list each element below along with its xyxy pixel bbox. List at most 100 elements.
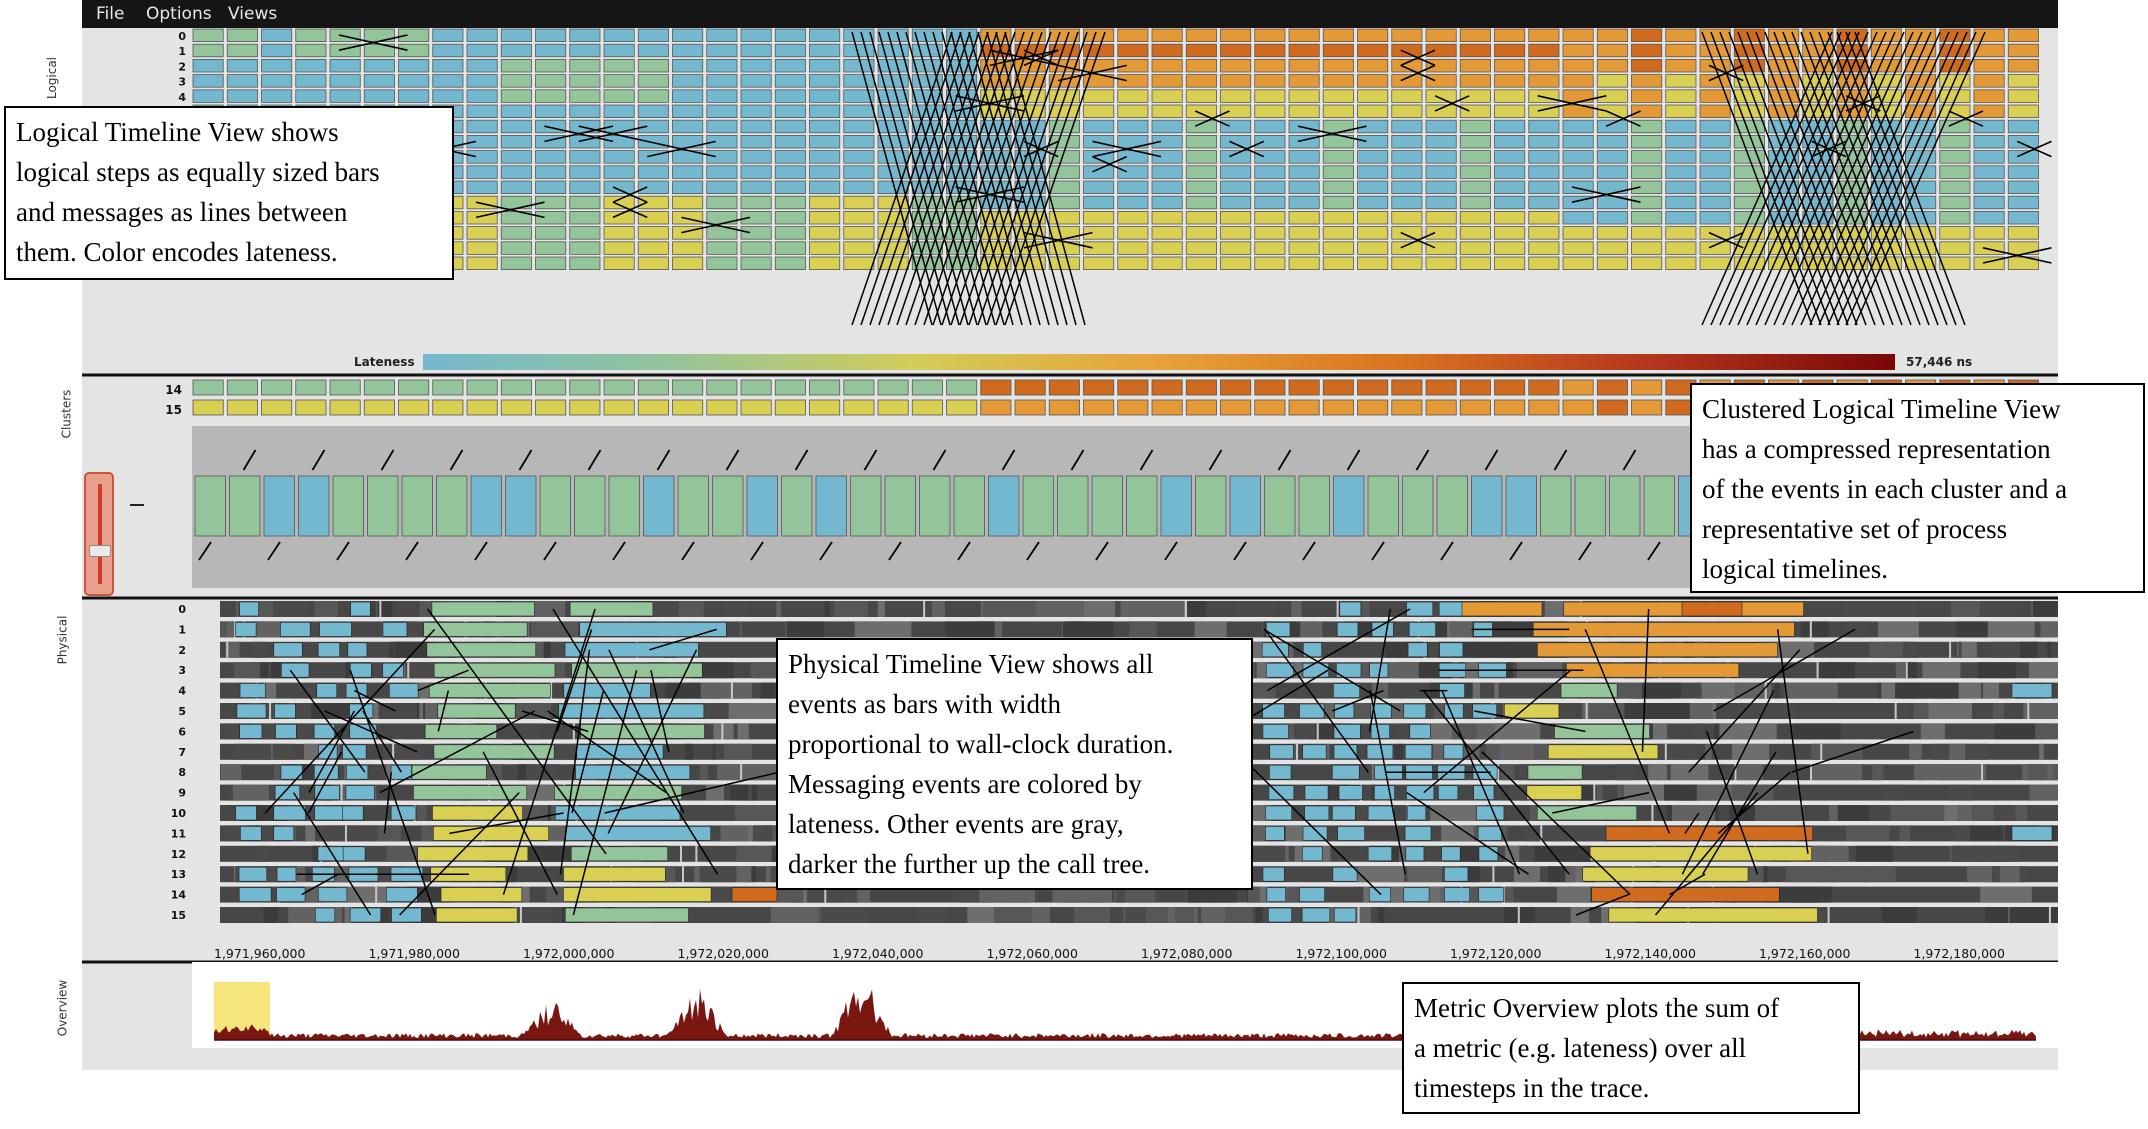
cluster-step [1151,379,1183,396]
physical-message-line [1713,628,1856,712]
cluster-collapse-icon[interactable] [130,504,144,506]
messaging-event [382,622,408,637]
slider-handle[interactable] [89,545,111,557]
cluster-message [1346,449,1361,471]
messaging-event [440,887,523,902]
menu-views[interactable]: Views [228,4,278,24]
gray-event-tick [1296,743,1299,760]
logical-step [1391,43,1423,58]
physical-process-label: 11 [171,827,186,840]
gray-event [699,764,708,781]
logical-step [1494,180,1526,195]
logical-step [261,59,293,73]
message-line [1737,31,1849,326]
menu-file[interactable]: File [96,4,125,24]
gray-event [1187,886,1237,903]
logical-process-label: 1 [178,45,186,58]
logical-step [1733,43,1765,58]
logical-step [295,74,327,88]
cluster-step [398,379,430,396]
messaging-event [1370,703,1392,719]
logical-step [500,150,532,164]
messaging-event [563,887,712,902]
logical-step [535,74,567,88]
cluster-slider[interactable] [84,472,114,596]
gray-event [1980,886,2032,903]
gray-event-tick [1336,601,1339,617]
logical-step [774,43,806,58]
logical-step [1836,28,1868,43]
logical-step [1562,28,1594,43]
logical-step [1185,134,1217,149]
logical-step [329,74,361,88]
gray-event [1754,805,1805,821]
cluster-event [608,475,640,537]
logical-step [774,74,806,88]
cluster-event [367,475,399,537]
physical-message-line [1235,751,1382,896]
logical-step [1185,119,1217,134]
gray-event [684,743,694,760]
physical-message-line [324,710,418,753]
messaging-event [2011,826,2053,841]
logical-step [1254,28,1286,43]
messaging-event [1566,662,1740,678]
logical-timeline-view[interactable] [192,28,2052,326]
gray-event [1292,743,1298,760]
cluster-step [809,379,841,396]
logical-step [1220,165,1252,179]
gray-event [1837,805,1870,821]
logical-step [535,43,567,58]
logical-step [740,59,772,73]
gray-event [253,641,267,658]
messaging-event [1608,907,1818,923]
logical-step [603,89,635,103]
messaging-event [1302,846,1323,862]
cluster-event [1402,475,1434,537]
messaging-event [1262,866,1285,882]
logical-step [843,150,875,164]
logical-step [672,59,704,73]
logical-step [1494,241,1526,255]
gray-event [730,784,757,801]
gray-event [1987,621,2035,638]
message-line [1827,31,1939,326]
message-line [612,201,648,219]
message-line [1836,31,1948,326]
messaging-event [1301,907,1331,923]
logical-step [603,180,635,195]
overview-viewport-highlight [214,982,270,1038]
logical-step [1973,165,2005,179]
logical-step [1425,241,1457,255]
logical-step [1254,43,1286,58]
logical-step [1596,43,1628,58]
logical-step [1220,134,1252,149]
logical-step [1254,119,1286,134]
message-line [647,140,716,158]
logical-step [1973,226,2005,240]
cluster-event [470,475,502,537]
logical-step [1905,59,1937,73]
cluster-step [1357,379,1389,396]
cluster-step [980,399,1012,416]
cluster-event [1505,475,1537,537]
messaging-event [1536,805,1638,821]
messaging-event [239,601,259,617]
logical-step [1254,104,1286,119]
logical-step [774,195,806,210]
logical-step [1048,256,1080,271]
physical-message-line [1264,628,1369,773]
message-line [1800,31,1912,326]
cluster-event [1126,475,1158,537]
physical-message-line [1575,893,1629,916]
logical-step [1254,180,1286,195]
gray-event [1616,682,1642,699]
logical-step [809,134,841,149]
messaging-event [1339,601,1362,617]
logical-step [1494,28,1526,43]
messaging-event [1337,826,1365,841]
menu-options[interactable]: Options [146,4,212,24]
gray-event [1377,907,1385,923]
message-line [1537,95,1607,112]
logical-step [1665,134,1697,149]
